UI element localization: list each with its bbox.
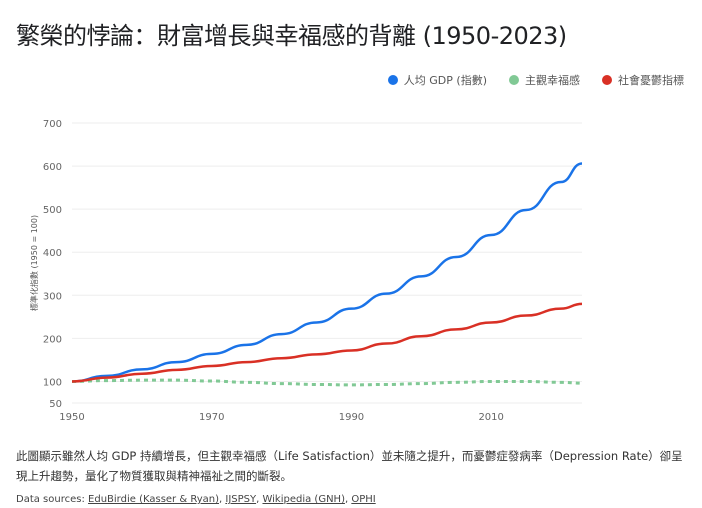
source-link[interactable]: Wikipedia (GNH) bbox=[262, 494, 345, 505]
legend-label: 主觀幸福感 bbox=[525, 74, 580, 87]
y-tick-label: 600 bbox=[43, 162, 62, 173]
chart-description: 此圖顯示雖然人均 GDP 持續增長，但主觀幸福感（Life Satisfacti… bbox=[16, 449, 683, 483]
legend-item[interactable]: 社會憂鬱指標 bbox=[602, 72, 684, 88]
x-tick-label: 2010 bbox=[478, 412, 503, 423]
legend-label: 人均 GDP (指數) bbox=[403, 74, 487, 87]
source-link[interactable]: EduBirdie (Kasser & Ryan) bbox=[88, 494, 220, 505]
sources-label: Data sources: bbox=[16, 494, 85, 505]
y-tick-label: 100 bbox=[43, 377, 62, 388]
x-tick-label: 1970 bbox=[199, 412, 224, 423]
x-tick-label: 1990 bbox=[339, 412, 364, 423]
series-line-2 bbox=[71, 302, 583, 383]
series-line-0 bbox=[71, 162, 583, 383]
legend-item[interactable]: 主觀幸福感 bbox=[509, 72, 580, 88]
y-tick-label: 200 bbox=[43, 334, 62, 345]
data-sources: Data sources: EduBirdie (Kasser & Ryan),… bbox=[16, 494, 376, 505]
line-chart: 50 100 200 300 400 500 600 700 1950 1970 1990 2010 標… bbox=[29, 119, 583, 423]
chart-title: 繁榮的悖論：財富增長與幸福感的背離 (1950-2023) bbox=[16, 22, 567, 50]
source-link[interactable]: OPHI bbox=[351, 494, 376, 505]
legend-marker-icon bbox=[602, 75, 612, 85]
y-tick-label: 400 bbox=[43, 248, 62, 259]
legend: 人均 GDP (指數) 主觀幸福感 社會憂鬱指標 bbox=[387, 72, 684, 88]
source-link[interactable]: IJSPSY bbox=[225, 494, 257, 505]
y-tick-label: 700 bbox=[43, 119, 62, 130]
y-tick-label: 50 bbox=[49, 399, 62, 410]
y-tick-label: 300 bbox=[43, 291, 62, 302]
legend-item[interactable]: 人均 GDP (指數) bbox=[387, 72, 487, 88]
legend-label: 社會憂鬱指標 bbox=[618, 74, 684, 87]
x-tick-label: 1950 bbox=[59, 412, 84, 423]
series-line-1 bbox=[71, 378, 583, 387]
y-axis-label: 標準化指數 (1950 = 100) bbox=[29, 215, 39, 311]
y-tick-label: 500 bbox=[43, 205, 62, 216]
legend-marker-icon bbox=[387, 75, 398, 85]
legend-marker-icon bbox=[509, 75, 519, 85]
